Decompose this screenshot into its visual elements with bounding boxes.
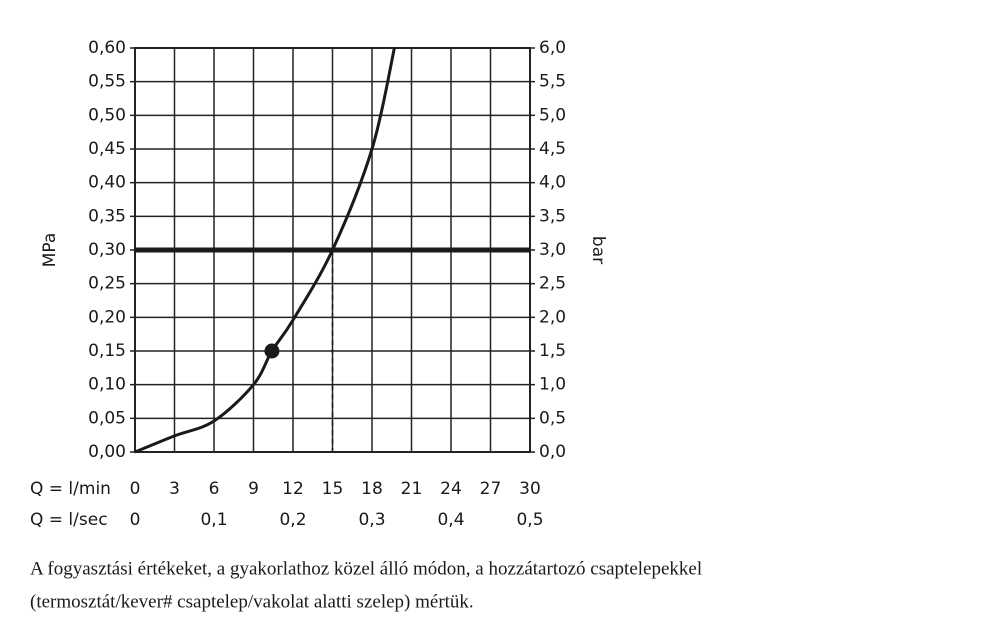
x-tick-label: 30: [519, 479, 541, 499]
y2-tick-label: 2,5: [539, 274, 566, 294]
x2-tick-label: 0,5: [516, 510, 543, 530]
y2-tick-label: 4,0: [539, 173, 566, 193]
x2-tick-label: 0: [130, 510, 141, 530]
y2-tick-label: 1,0: [539, 375, 566, 395]
x-tick-label: 18: [361, 479, 383, 499]
x2-axis-label: Q = l/sec: [30, 510, 108, 530]
y2-tick-label: 0,0: [539, 442, 566, 462]
y2-tick-label: 4,5: [539, 139, 566, 159]
x-tick-label: 0: [130, 479, 141, 499]
x2-tick-label: 0,4: [437, 510, 464, 530]
y-tick-label: 0,20: [88, 307, 126, 327]
y2-tick-label: 6,0: [539, 38, 566, 58]
y-tick-label: 0,40: [88, 173, 126, 193]
y-tick-label: 0,10: [88, 375, 126, 395]
x-tick-label: 3: [169, 479, 180, 499]
x-tick-label: 15: [322, 479, 344, 499]
y2-tick-label: 3,0: [539, 240, 566, 260]
y-tick-label: 0,30: [88, 240, 126, 260]
x-tick-label: 24: [440, 479, 462, 499]
x2-tick-label: 0,3: [358, 510, 385, 530]
x-axis-label: Q = l/min: [30, 479, 111, 499]
curve: [134, 47, 396, 454]
y-tick-label: 0,60: [88, 38, 126, 58]
x-tick-label: 27: [480, 479, 502, 499]
x-tick-label: 21: [401, 479, 423, 499]
y2-axis-label: bar: [588, 236, 608, 264]
x-tick-label: 6: [209, 479, 220, 499]
caption: A fogyasztási értékeket, a gyakorlathoz …: [30, 558, 702, 579]
y2-tick-label: 1,5: [539, 341, 566, 361]
y-tick-label: 0,45: [88, 139, 126, 159]
x-tick-label: 12: [282, 479, 304, 499]
y-tick-label: 0,25: [88, 274, 126, 294]
y-axis-label: MPa: [40, 233, 60, 268]
y2-tick-label: 5,0: [539, 105, 566, 125]
x-tick-label: 9: [248, 479, 259, 499]
y-tick-label: 0,05: [88, 408, 126, 428]
y2-tick-label: 0,5: [539, 408, 566, 428]
y2-tick-label: 3,5: [539, 206, 566, 226]
caption: (termosztát/kever# csaptelep/vakolat ala…: [30, 591, 474, 612]
marker-point: [264, 343, 280, 359]
y-tick-label: 0,35: [88, 206, 126, 226]
x2-tick-label: 0,2: [279, 510, 306, 530]
y-tick-label: 0,00: [88, 442, 126, 462]
y-tick-label: 0,15: [88, 341, 126, 361]
y2-tick-label: 5,5: [539, 72, 566, 92]
y-tick-label: 0,50: [88, 105, 126, 125]
x2-tick-label: 0,1: [200, 510, 227, 530]
y2-tick-label: 2,0: [539, 307, 566, 327]
y-tick-label: 0,55: [88, 72, 126, 92]
